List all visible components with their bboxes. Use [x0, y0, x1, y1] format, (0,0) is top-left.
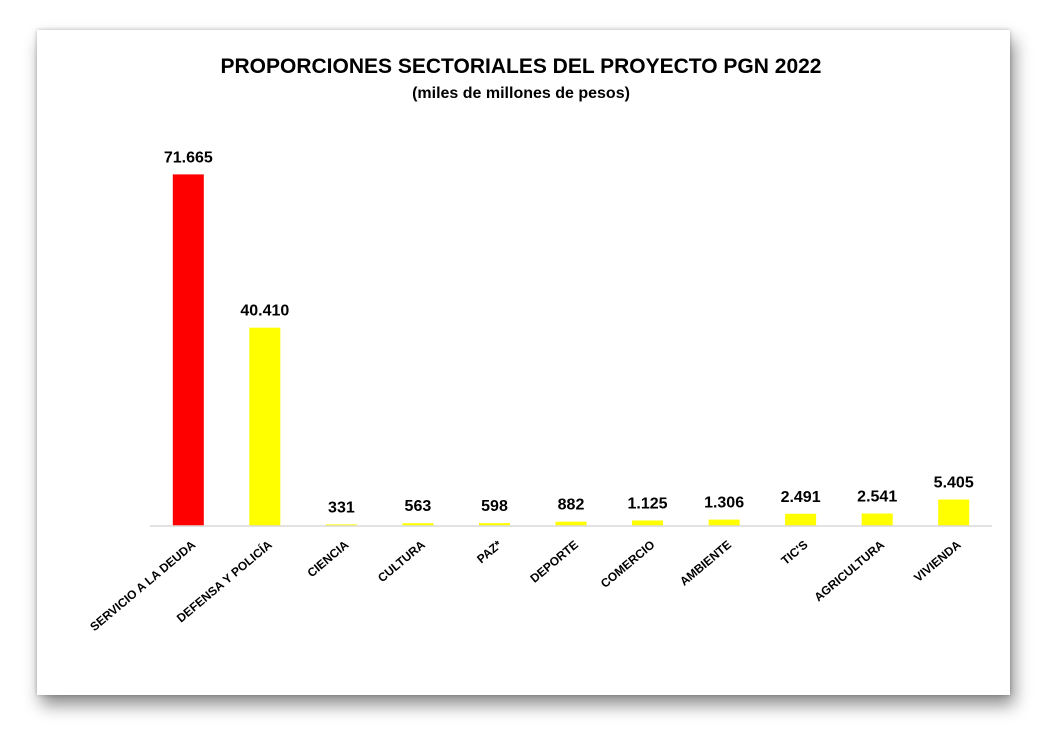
value-label-4: 598: [481, 498, 508, 515]
bar-1: [249, 327, 281, 526]
bar-6: [632, 520, 663, 526]
category-label-3: CULTURA: [375, 537, 428, 585]
category-label-10: VIVIENDA: [911, 537, 964, 584]
category-label-9: AGRICULTURA: [811, 537, 887, 604]
value-label-5: 882: [558, 497, 585, 514]
bars-group: [172, 174, 970, 526]
value-labels-group: 71.665 40.410 331 563 598 882 1.125 1.306 2.491 2…: [164, 149, 974, 516]
value-label-1: 40.410: [240, 303, 289, 320]
chart-title: PROPORCIONES SECTORIALES DEL PROYECTO PG…: [221, 55, 822, 78]
value-label-2: 331: [328, 499, 355, 516]
value-label-8: 2.491: [781, 489, 821, 506]
value-label-7: 1.306: [704, 495, 744, 512]
category-label-8: TIC'S: [778, 538, 810, 568]
category-label-6: COMERCIO: [598, 538, 658, 591]
bar-9: [861, 513, 893, 526]
bar-10: [938, 499, 970, 526]
bar-chart: PROPORCIONES SECTORIALES DEL PROYECTO PG…: [87, 55, 992, 634]
bar-2: [325, 524, 357, 526]
chart-subtitle: (miles de millones de pesos): [412, 85, 630, 102]
bar-3: [402, 523, 434, 526]
bar-0: [172, 174, 204, 526]
category-label-2: CIENCIA: [305, 537, 352, 580]
value-label-9: 2.541: [857, 489, 897, 506]
value-label-10: 5.405: [934, 475, 974, 492]
value-label-0: 71.665: [164, 149, 213, 166]
bar-8: [785, 513, 817, 526]
category-label-7: AMBIENTE: [677, 538, 734, 589]
value-label-3: 563: [405, 498, 432, 515]
bar-5: [555, 521, 587, 526]
bar-7: [708, 519, 740, 526]
chart-card: PROPORCIONES SECTORIALES DEL PROYECTO PG…: [37, 30, 1010, 695]
category-label-4: PAZ*: [474, 537, 505, 566]
bar-4: [479, 523, 510, 526]
category-label-5: DEPORTE: [527, 538, 580, 586]
value-label-6: 1.125: [627, 496, 667, 513]
